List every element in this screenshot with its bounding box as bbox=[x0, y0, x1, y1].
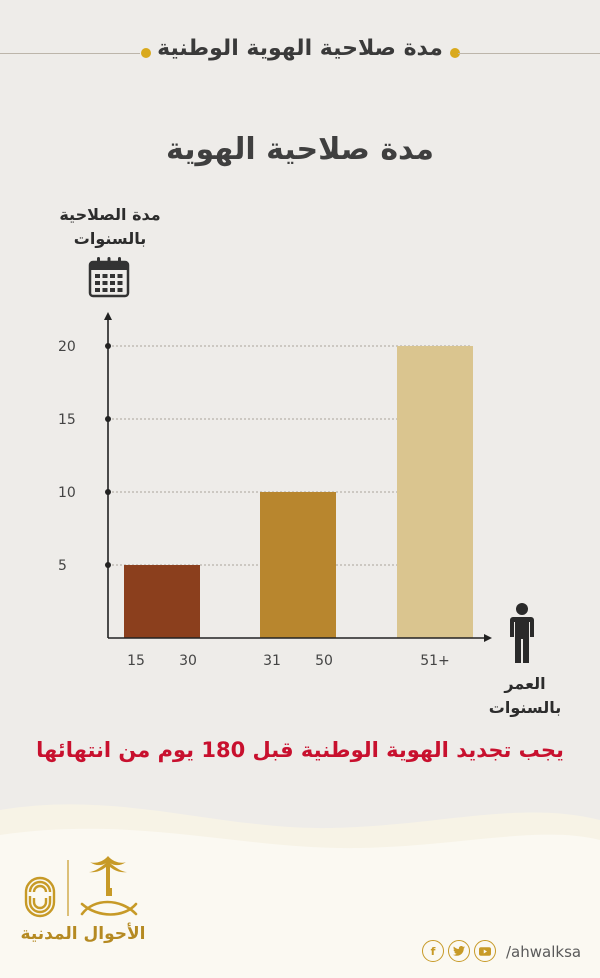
calendar-icon bbox=[88, 257, 130, 298]
x-tick-label: 31 bbox=[263, 653, 281, 669]
y-tick-label: 20 bbox=[58, 339, 76, 355]
renewal-note: يجب تجديد الهوية الوطنية قبل 180 يوم من … bbox=[36, 738, 564, 762]
y-axis-label: مدة الصلاحية بالسنوات bbox=[59, 205, 161, 248]
header-rule-left bbox=[0, 53, 140, 54]
header-bar: مدة صلاحية الهوية الوطنية bbox=[0, 0, 600, 106]
bar bbox=[397, 346, 473, 638]
social-handle[interactable]: /ahwalksa bbox=[506, 943, 582, 961]
y-tick-label: 5 bbox=[58, 558, 67, 574]
x-tick-label: 50 bbox=[315, 653, 333, 669]
header-title: مدة صلاحية الهوية الوطنية bbox=[157, 36, 443, 61]
youtube-icon[interactable] bbox=[474, 940, 496, 962]
person-icon bbox=[510, 603, 534, 663]
x-tick-label: 15 bbox=[127, 653, 145, 669]
chart-title: مدة صلاحية الهوية bbox=[166, 132, 434, 167]
x-axis-label: العمر بالسنوات bbox=[488, 674, 562, 717]
y-tick-label: 10 bbox=[58, 485, 76, 501]
logo bbox=[24, 856, 138, 918]
social-links: f bbox=[422, 940, 496, 962]
bar bbox=[260, 492, 336, 638]
x-tick-label: 30 bbox=[179, 653, 197, 669]
bar-chart: 5 10 15 20 15 30 31 50 51+ bbox=[58, 312, 492, 669]
header-rule-right bbox=[458, 53, 600, 54]
facebook-icon[interactable]: f bbox=[422, 940, 444, 962]
x-tick-label: 51+ bbox=[420, 653, 450, 669]
header-dot-right bbox=[450, 48, 460, 58]
footer-wave bbox=[0, 804, 600, 978]
y-axis-arrow bbox=[104, 312, 112, 320]
y-tick-label: 15 bbox=[58, 412, 76, 428]
bar bbox=[124, 565, 200, 638]
x-axis-arrow bbox=[484, 634, 492, 642]
logo-text: الأحوال المدنية bbox=[20, 924, 146, 944]
twitter-icon[interactable] bbox=[448, 940, 470, 962]
header-dot-left bbox=[141, 48, 151, 58]
